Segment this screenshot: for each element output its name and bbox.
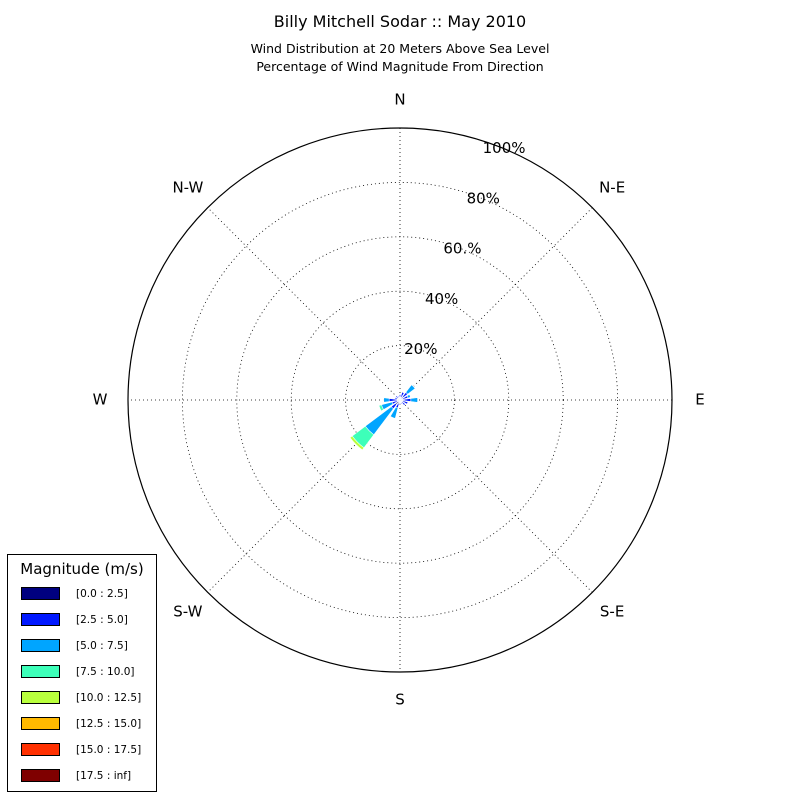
legend-label: [10.0 : 12.5] bbox=[76, 692, 142, 704]
chart-subtitle-line-1: Wind Distribution at 20 Meters Above Sea… bbox=[250, 41, 550, 56]
legend-label: [17.5 : inf] bbox=[76, 770, 132, 782]
direction-label: E bbox=[695, 391, 704, 409]
legend-swatch bbox=[21, 639, 60, 652]
grid-ring bbox=[236, 236, 564, 564]
legend-swatch bbox=[21, 613, 60, 626]
grid-ring bbox=[181, 181, 619, 619]
axis-labels: 20% 40% 60.% 80% 100% N N-E E S-E S S-W W N-W bbox=[93, 91, 705, 709]
legend-swatch bbox=[21, 665, 60, 678]
wind-bar-segment bbox=[395, 399, 401, 405]
legend-swatch bbox=[21, 769, 60, 782]
radial-tick-label: 40% bbox=[425, 290, 458, 308]
direction-label: N bbox=[394, 91, 405, 109]
wind-bar-segment bbox=[388, 398, 401, 402]
legend-label: [7.5 : 10.0] bbox=[76, 666, 135, 678]
wind-bar-segment bbox=[399, 399, 401, 404]
legend-swatch bbox=[21, 717, 60, 730]
legend-swatch bbox=[21, 587, 60, 600]
wind-bar-segment bbox=[399, 399, 405, 401]
legend-label: [0.0 : 2.5] bbox=[76, 588, 128, 600]
radial-tick-label: 100% bbox=[483, 139, 526, 157]
chart-title: Billy Mitchell Sodar :: May 2010 bbox=[273, 12, 527, 31]
wind-bar-segment bbox=[399, 398, 412, 402]
direction-label: W bbox=[93, 391, 108, 409]
legend: Magnitude (m/s) [0.0 : 2.5] [2.5 : 5.0] [5… bbox=[7, 554, 157, 792]
grid-ring bbox=[345, 345, 455, 455]
outer-ring bbox=[127, 127, 673, 673]
grid-ring bbox=[290, 290, 510, 510]
direction-label: S bbox=[395, 691, 405, 709]
legend-label: [12.5 : 15.0] bbox=[76, 718, 142, 730]
legend-label: [5.0 : 7.5] bbox=[76, 640, 128, 652]
legend-swatch bbox=[21, 743, 60, 756]
radial-tick-label: 60.% bbox=[443, 240, 481, 258]
wind-bar-segment bbox=[396, 399, 401, 401]
direction-label: S-W bbox=[173, 603, 202, 621]
radial-tick-label: 20% bbox=[404, 340, 437, 358]
legend-label: [15.0 : 17.5] bbox=[76, 744, 142, 756]
direction-label: N-W bbox=[172, 178, 203, 196]
radial-tick-label: 80% bbox=[467, 189, 500, 207]
direction-label: S-E bbox=[600, 603, 624, 621]
legend-swatch bbox=[21, 691, 60, 704]
chart-subtitle-line-2: Percentage of Wind Magnitude From Direct… bbox=[256, 59, 544, 74]
wind-bar-segment bbox=[364, 399, 401, 436]
wind-bar-segment bbox=[398, 397, 401, 401]
legend-title: Magnitude (m/s) bbox=[20, 560, 144, 578]
wind-bar-segment bbox=[399, 396, 401, 401]
legend-label: [2.5 : 5.0] bbox=[76, 614, 128, 626]
direction-label: N-E bbox=[599, 178, 625, 196]
wind-rose-bars bbox=[349, 384, 418, 451]
